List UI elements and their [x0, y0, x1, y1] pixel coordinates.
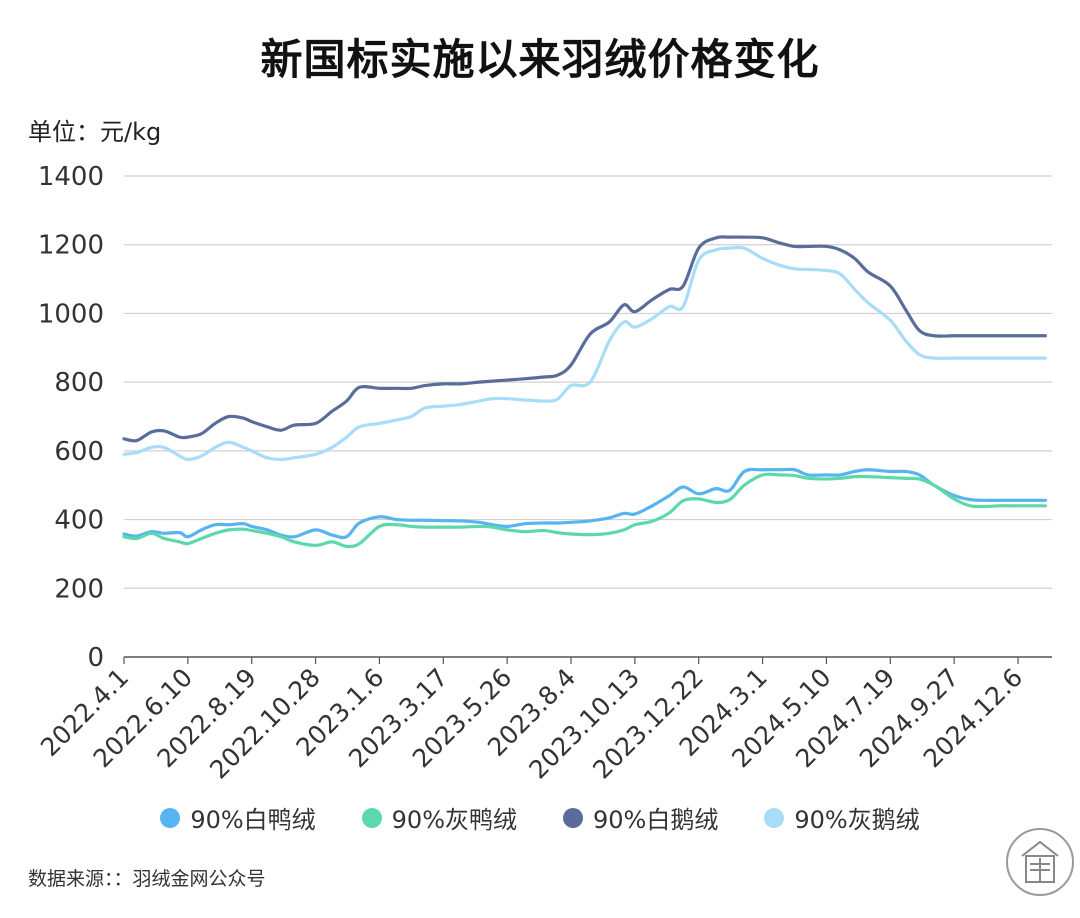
y-tick-label: 600	[54, 437, 104, 467]
legend-label: 90%白鸭绒	[190, 806, 316, 834]
y-tick-label: 1400	[38, 162, 104, 192]
y-tick-label: 0	[87, 643, 104, 673]
legend-item: 90%灰鹅绒	[764, 800, 920, 835]
chart-title: 新国标实施以来羽绒价格变化	[260, 35, 820, 84]
y-tick-label: 400	[54, 506, 104, 536]
legend-item: 90%白鸭绒	[160, 800, 316, 835]
series-line-2	[122, 472, 1047, 549]
legend-label: 90%白鹅绒	[593, 806, 719, 834]
y-tick-label: 1200	[38, 231, 104, 261]
y-tick-label: 1000	[38, 299, 104, 329]
series-line-3	[122, 235, 1047, 443]
data-source-note: 数据来源：：羽绒金网公众号	[28, 868, 266, 890]
legend-swatch	[563, 807, 583, 828]
watermark-logo	[1006, 828, 1074, 896]
y-axis-unit-label: 单位：元/kg	[28, 118, 162, 146]
y-tick-label: 800	[54, 368, 104, 398]
legend-swatch	[764, 807, 785, 828]
legend-item: 90%灰鸭绒	[361, 800, 517, 835]
legend: 90%白鸭绒 90%灰鸭绒 90%白鹅绒 90%灰鹅绒	[0, 800, 1080, 835]
legend-swatch	[361, 807, 382, 828]
legend-label: 90%灰鹅绒	[794, 806, 920, 834]
legend-label: 90%灰鸭绒	[391, 806, 517, 834]
legend-item: 90%白鹅绒	[563, 800, 718, 835]
legend-swatch	[160, 807, 181, 828]
series-line-1	[122, 467, 1047, 540]
series-line-4	[122, 245, 1047, 462]
y-tick-label: 200	[54, 574, 104, 604]
